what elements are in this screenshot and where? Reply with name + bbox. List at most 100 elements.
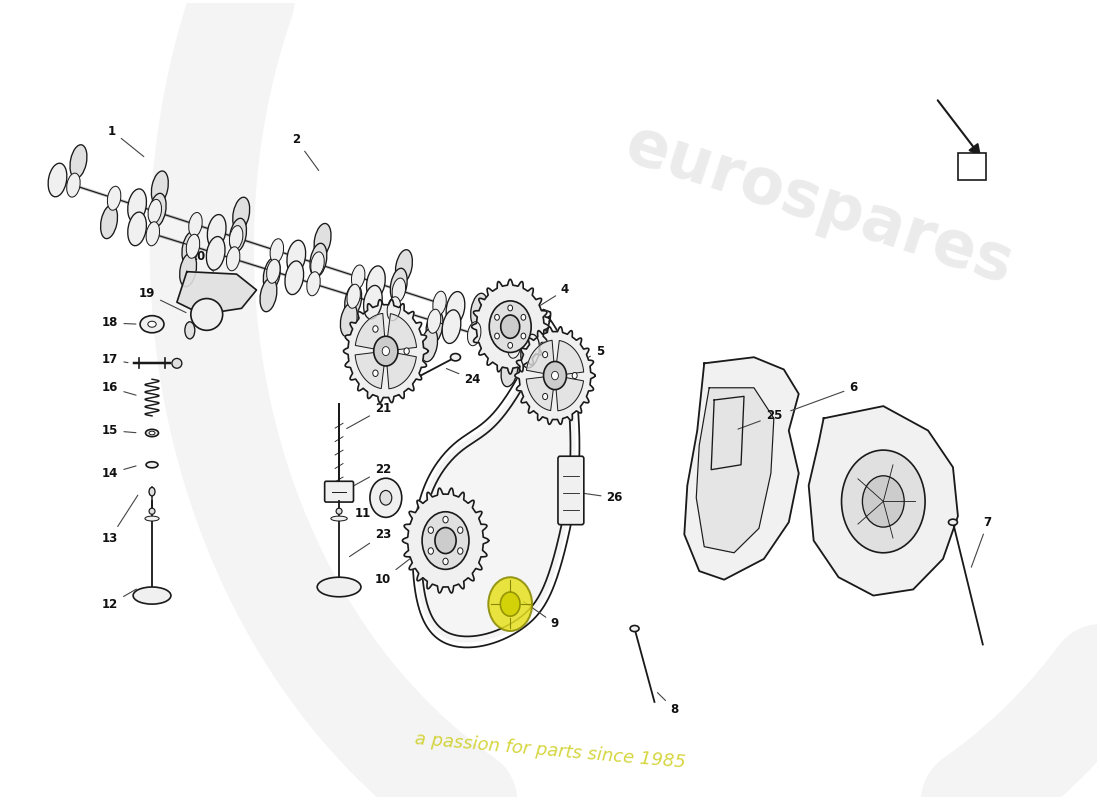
Ellipse shape: [392, 278, 406, 302]
Ellipse shape: [520, 334, 539, 368]
Ellipse shape: [145, 516, 160, 521]
Text: 7: 7: [971, 516, 992, 567]
FancyBboxPatch shape: [324, 482, 353, 502]
Ellipse shape: [451, 354, 461, 361]
Polygon shape: [403, 488, 488, 593]
Ellipse shape: [447, 291, 465, 325]
Ellipse shape: [227, 246, 240, 270]
Text: 8: 8: [658, 693, 679, 716]
Circle shape: [370, 478, 402, 518]
Ellipse shape: [346, 284, 361, 308]
Ellipse shape: [146, 462, 158, 468]
Text: 18: 18: [102, 317, 136, 330]
Text: 4: 4: [516, 283, 569, 321]
Text: 5: 5: [559, 345, 604, 374]
Ellipse shape: [150, 194, 166, 227]
Polygon shape: [684, 358, 799, 580]
Ellipse shape: [148, 508, 155, 514]
Ellipse shape: [307, 272, 320, 296]
Ellipse shape: [390, 268, 407, 302]
Ellipse shape: [48, 163, 67, 197]
Ellipse shape: [146, 222, 160, 246]
Circle shape: [373, 326, 378, 332]
Ellipse shape: [364, 286, 382, 319]
Ellipse shape: [67, 173, 80, 197]
Ellipse shape: [152, 171, 168, 205]
Ellipse shape: [287, 240, 306, 274]
Ellipse shape: [285, 261, 304, 294]
Circle shape: [551, 371, 559, 380]
Ellipse shape: [311, 252, 324, 276]
Ellipse shape: [396, 250, 412, 283]
Ellipse shape: [172, 358, 182, 368]
Circle shape: [374, 336, 398, 366]
Circle shape: [373, 370, 378, 377]
Text: 19: 19: [139, 287, 186, 313]
Circle shape: [428, 548, 433, 554]
Text: 23: 23: [350, 528, 390, 557]
Ellipse shape: [271, 238, 284, 262]
Ellipse shape: [230, 218, 246, 252]
Ellipse shape: [468, 322, 481, 346]
Circle shape: [458, 527, 463, 534]
Text: 13: 13: [102, 495, 138, 545]
Ellipse shape: [427, 310, 441, 334]
Text: 3: 3: [356, 354, 386, 386]
Ellipse shape: [337, 508, 342, 514]
Polygon shape: [343, 300, 428, 402]
Ellipse shape: [351, 265, 365, 289]
FancyBboxPatch shape: [558, 456, 584, 525]
Text: 24: 24: [447, 369, 481, 386]
Ellipse shape: [266, 259, 280, 283]
Ellipse shape: [133, 587, 170, 604]
Polygon shape: [417, 314, 575, 642]
Circle shape: [379, 490, 392, 505]
FancyBboxPatch shape: [958, 153, 986, 180]
Text: a passion for parts since 1985: a passion for parts since 1985: [414, 730, 686, 771]
Ellipse shape: [108, 186, 121, 210]
Ellipse shape: [207, 214, 226, 248]
Polygon shape: [472, 279, 549, 374]
Polygon shape: [386, 351, 416, 389]
Ellipse shape: [186, 234, 200, 258]
Ellipse shape: [315, 223, 331, 257]
Circle shape: [862, 476, 904, 527]
Circle shape: [572, 373, 578, 378]
Ellipse shape: [148, 199, 162, 223]
Polygon shape: [556, 341, 584, 375]
Ellipse shape: [145, 430, 158, 437]
Ellipse shape: [387, 297, 400, 321]
Ellipse shape: [148, 431, 155, 435]
Text: 25: 25: [738, 410, 782, 429]
Polygon shape: [526, 375, 556, 410]
Polygon shape: [808, 406, 958, 595]
Text: 6: 6: [791, 382, 858, 410]
Ellipse shape: [317, 578, 361, 597]
Polygon shape: [696, 388, 774, 553]
Ellipse shape: [948, 519, 957, 526]
Ellipse shape: [128, 189, 146, 222]
Text: 14: 14: [102, 466, 136, 480]
Ellipse shape: [310, 243, 327, 277]
Polygon shape: [712, 396, 744, 470]
Circle shape: [842, 450, 925, 553]
Ellipse shape: [344, 284, 362, 318]
Ellipse shape: [366, 266, 385, 299]
Circle shape: [443, 517, 448, 523]
Circle shape: [521, 314, 526, 320]
Ellipse shape: [179, 254, 197, 286]
Circle shape: [495, 333, 499, 339]
Ellipse shape: [185, 322, 195, 339]
Circle shape: [508, 342, 513, 348]
Ellipse shape: [263, 258, 280, 291]
Ellipse shape: [502, 353, 518, 386]
Ellipse shape: [331, 516, 348, 521]
Text: 16: 16: [102, 382, 136, 395]
Polygon shape: [386, 314, 417, 351]
Circle shape: [500, 315, 519, 338]
Ellipse shape: [182, 231, 199, 265]
Ellipse shape: [189, 213, 202, 237]
Ellipse shape: [128, 212, 146, 246]
Text: 20: 20: [189, 250, 213, 271]
Ellipse shape: [70, 145, 87, 178]
